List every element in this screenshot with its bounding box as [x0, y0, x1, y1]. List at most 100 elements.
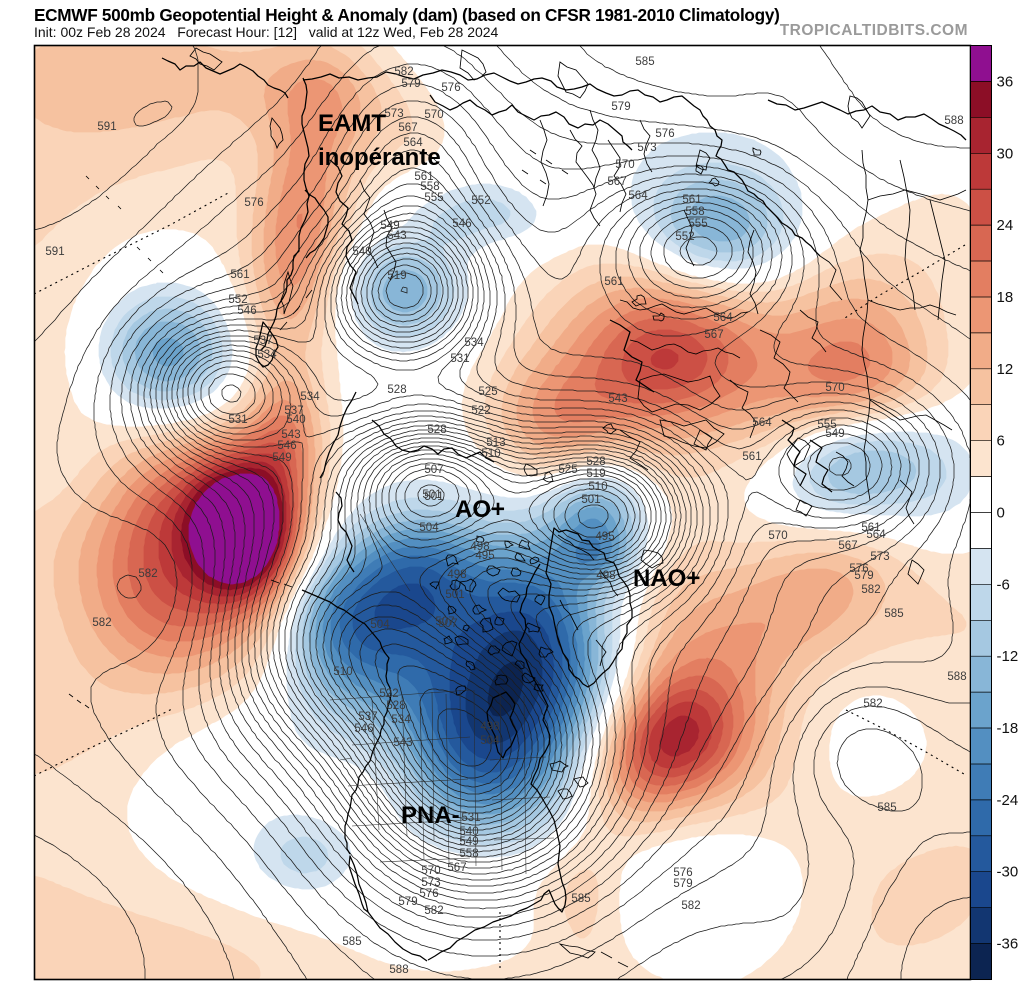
svg-text:585: 585: [342, 936, 361, 948]
svg-text:582: 582: [681, 900, 700, 912]
svg-text:567: 567: [398, 122, 417, 134]
svg-text:-18: -18: [997, 720, 1019, 737]
svg-text:561: 561: [742, 451, 761, 463]
svg-text:573: 573: [384, 108, 403, 120]
svg-text:501: 501: [422, 489, 441, 501]
svg-text:18: 18: [997, 289, 1014, 306]
svg-text:534: 534: [464, 337, 484, 349]
svg-text:-30: -30: [997, 864, 1019, 881]
svg-text:579: 579: [673, 878, 692, 890]
svg-text:558: 558: [685, 206, 704, 218]
svg-text:585: 585: [635, 56, 654, 68]
svg-text:522: 522: [379, 688, 398, 700]
svg-text:498: 498: [596, 570, 615, 582]
svg-text:510: 510: [588, 481, 607, 493]
svg-text:543: 543: [281, 429, 300, 441]
svg-text:AO+: AO+: [455, 496, 505, 523]
svg-text:507: 507: [424, 464, 443, 476]
svg-text:12: 12: [997, 361, 1014, 378]
svg-text:36: 36: [997, 73, 1014, 90]
svg-text:504: 504: [419, 522, 439, 534]
svg-text:546: 546: [277, 440, 296, 452]
svg-text:558: 558: [459, 848, 478, 860]
svg-text:498: 498: [470, 541, 489, 553]
svg-text:540: 540: [459, 826, 478, 838]
svg-text:576: 576: [441, 82, 460, 94]
svg-text:564: 564: [403, 137, 423, 149]
svg-text:501: 501: [424, 491, 443, 503]
svg-text:576: 576: [655, 128, 674, 140]
svg-text:504: 504: [480, 735, 500, 747]
svg-text:24: 24: [997, 217, 1014, 234]
svg-text:EAMT: EAMT: [318, 110, 386, 137]
svg-text:570: 570: [421, 865, 440, 877]
svg-text:579: 579: [401, 78, 420, 90]
svg-text:564: 564: [713, 312, 733, 324]
svg-text:585: 585: [571, 893, 590, 905]
svg-text:561: 561: [604, 276, 623, 288]
svg-text:549: 549: [380, 220, 399, 232]
svg-text:528: 528: [586, 456, 605, 468]
svg-text:549: 549: [272, 452, 291, 464]
svg-text:0: 0: [997, 505, 1005, 522]
svg-text:573: 573: [637, 142, 656, 154]
svg-text:-24: -24: [997, 792, 1019, 809]
svg-text:585: 585: [877, 802, 896, 814]
svg-text:573: 573: [870, 551, 889, 563]
svg-text:528: 528: [387, 384, 406, 396]
svg-text:591: 591: [45, 246, 64, 258]
svg-text:555: 555: [817, 419, 836, 431]
svg-text:525: 525: [478, 386, 497, 398]
svg-text:582: 582: [92, 617, 111, 629]
svg-text:501: 501: [581, 494, 600, 506]
svg-text:525: 525: [558, 464, 577, 476]
svg-text:555: 555: [688, 218, 707, 230]
svg-text:inopérante: inopérante: [318, 144, 441, 171]
svg-text:582: 582: [424, 905, 443, 917]
svg-text:567: 567: [447, 862, 466, 874]
svg-text:6: 6: [997, 433, 1005, 450]
svg-text:-6: -6: [997, 576, 1010, 593]
svg-text:507: 507: [438, 618, 457, 630]
svg-text:531: 531: [228, 414, 247, 426]
svg-text:576: 576: [419, 888, 438, 900]
svg-text:579: 579: [611, 101, 630, 113]
svg-text:576: 576: [673, 867, 692, 879]
svg-text:501: 501: [445, 589, 464, 601]
svg-text:522: 522: [471, 405, 490, 417]
svg-text:552: 552: [675, 231, 694, 243]
svg-text:495: 495: [595, 531, 614, 543]
svg-text:540: 540: [286, 414, 305, 426]
svg-text:528: 528: [427, 424, 446, 436]
svg-text:498: 498: [480, 721, 499, 733]
svg-text:537: 537: [358, 711, 377, 723]
svg-text:582: 582: [863, 698, 882, 710]
svg-text:546: 546: [237, 305, 256, 317]
svg-text:519: 519: [586, 468, 605, 480]
svg-text:552: 552: [471, 195, 490, 207]
svg-text:NAO+: NAO+: [633, 565, 700, 592]
svg-text:582: 582: [861, 584, 880, 596]
svg-text:504: 504: [370, 619, 390, 631]
svg-text:513: 513: [486, 437, 505, 449]
svg-text:582: 582: [138, 568, 157, 580]
svg-text:564: 564: [628, 190, 648, 202]
svg-text:543: 543: [387, 230, 406, 242]
svg-text:519: 519: [387, 270, 406, 282]
svg-text:570: 570: [825, 382, 844, 394]
svg-text:585: 585: [884, 608, 903, 620]
svg-text:564: 564: [866, 529, 886, 541]
svg-text:567: 567: [838, 540, 857, 552]
svg-text:588: 588: [947, 671, 966, 683]
svg-text:543: 543: [393, 737, 412, 749]
svg-text:570: 570: [615, 159, 634, 171]
svg-text:534: 534: [391, 714, 411, 726]
svg-text:531: 531: [461, 812, 480, 824]
svg-text:543: 543: [608, 393, 627, 405]
svg-text:555: 555: [424, 192, 443, 204]
svg-text:534: 534: [300, 391, 320, 403]
svg-text:582: 582: [394, 66, 413, 78]
svg-text:-12: -12: [997, 648, 1019, 665]
svg-text:537: 537: [253, 335, 272, 347]
svg-text:561: 561: [682, 194, 701, 206]
